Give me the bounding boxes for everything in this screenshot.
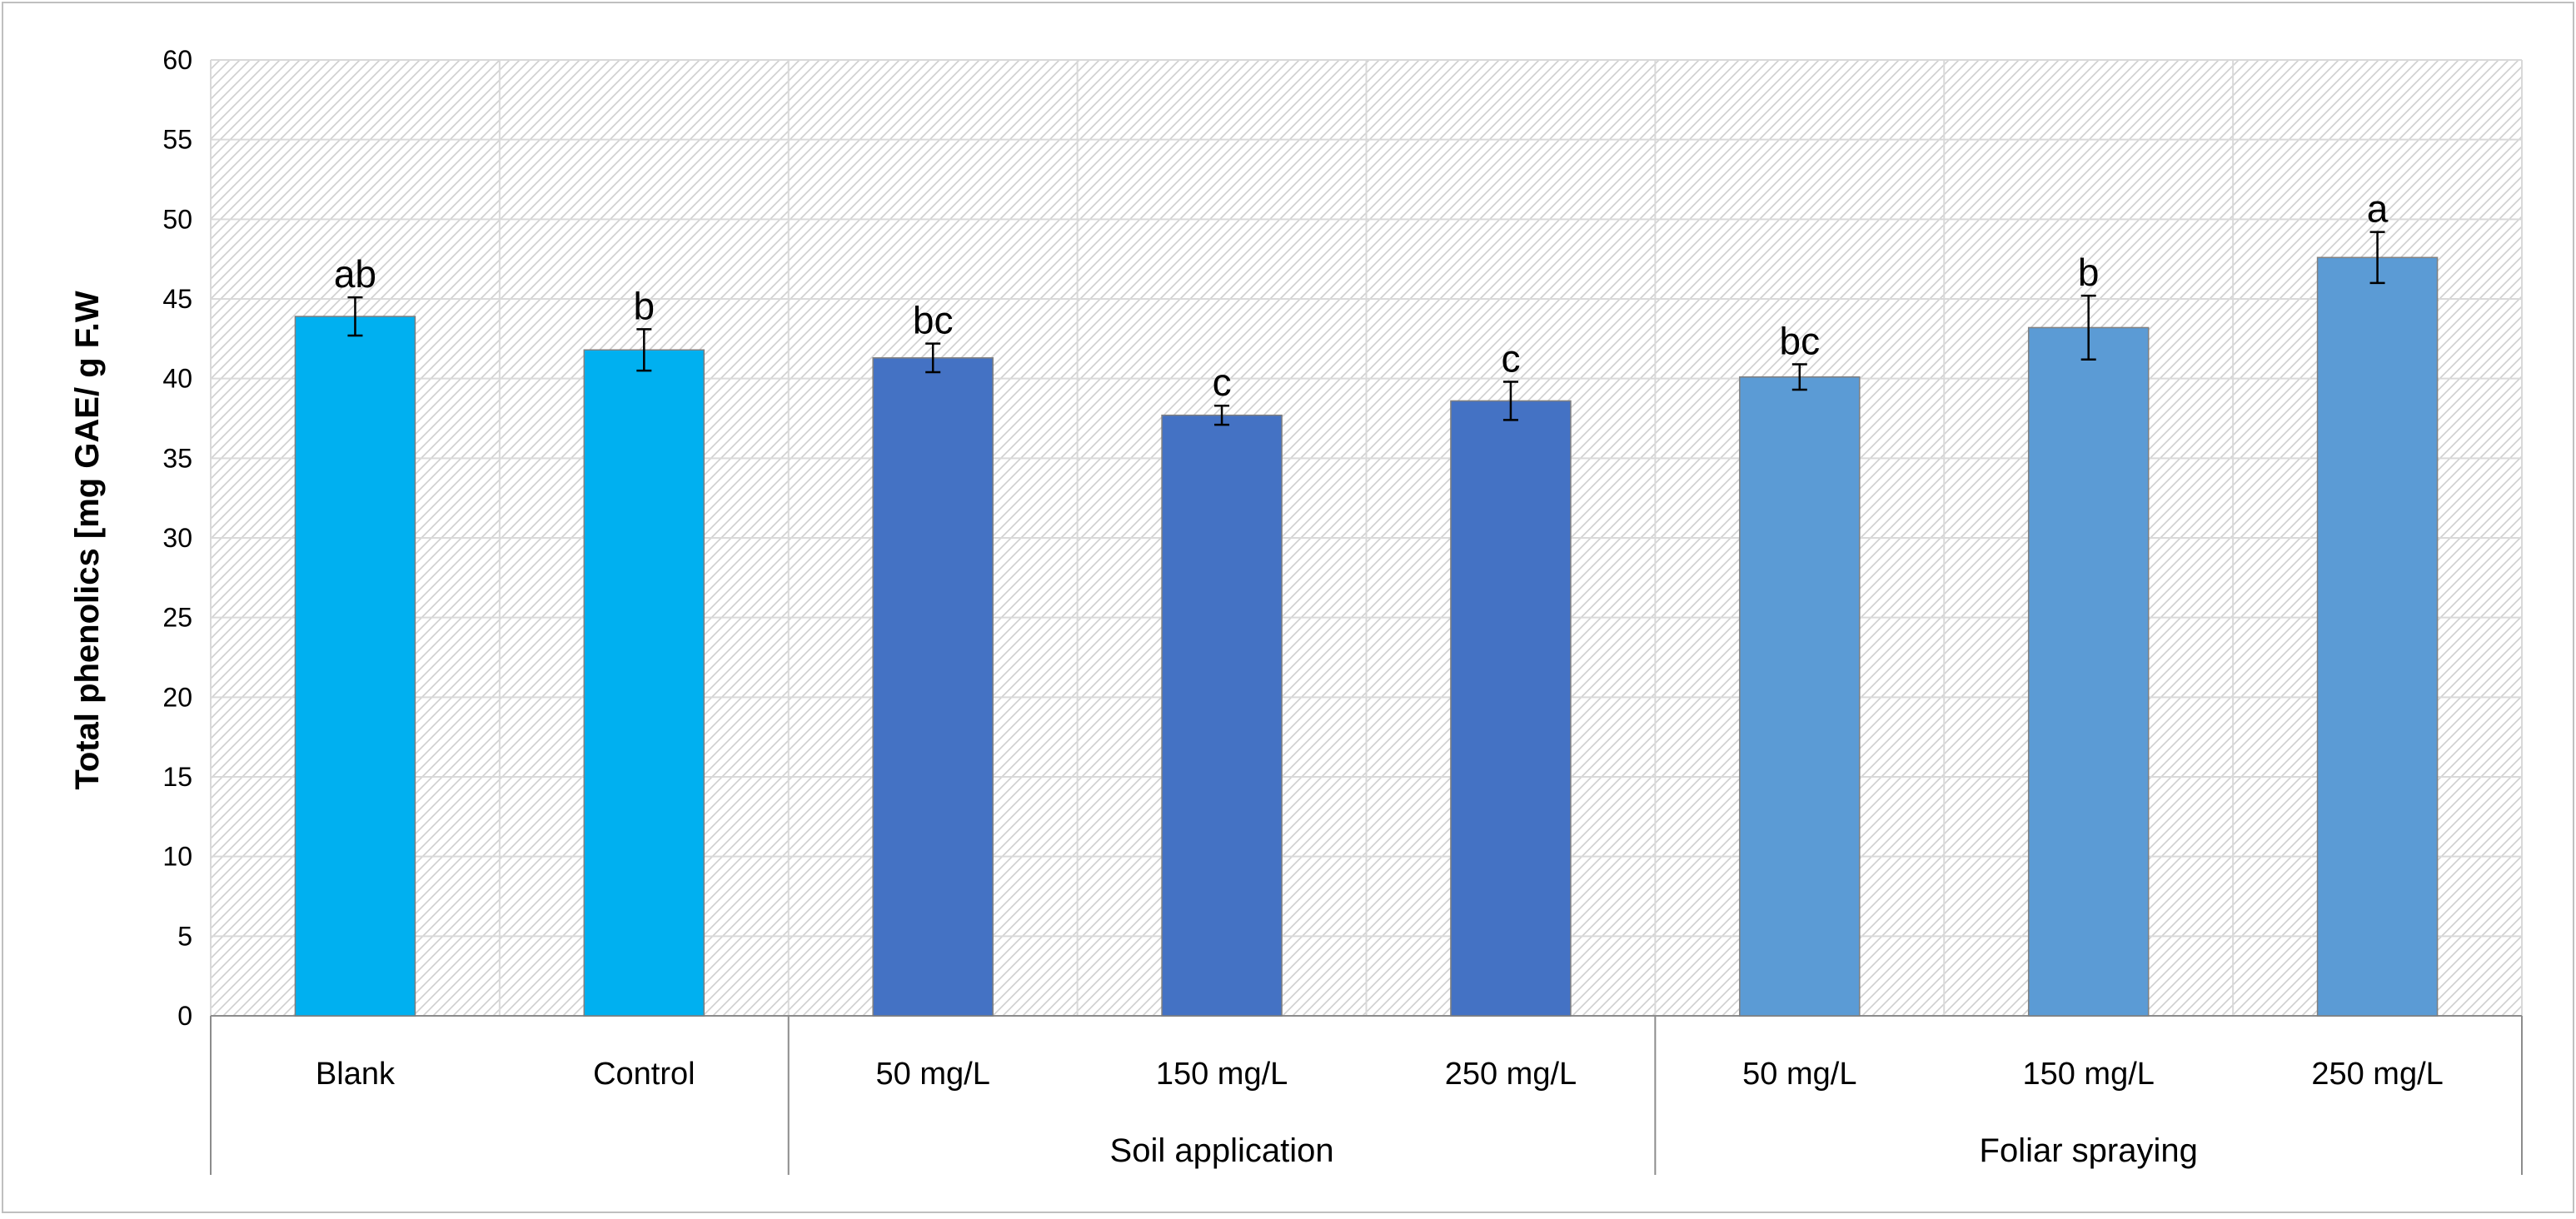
y-tick-label: 60: [162, 45, 192, 75]
bar: [583, 349, 705, 1017]
bar: [1450, 400, 1572, 1017]
x-tick-label: 250 mg/L: [2311, 1057, 2443, 1092]
x-tick-label: 250 mg/L: [1445, 1057, 1577, 1092]
significance-label: ab: [334, 252, 376, 296]
y-tick-label: 0: [177, 1001, 192, 1031]
y-tick-label: 30: [162, 523, 192, 553]
x-tick-label: 150 mg/L: [2022, 1057, 2154, 1092]
y-tick-label: 40: [162, 364, 192, 394]
y-tick-label: 25: [162, 603, 192, 633]
bar: [1739, 376, 1861, 1017]
y-tick-label: 35: [162, 443, 192, 473]
y-tick-label: 55: [162, 125, 192, 155]
bar: [294, 316, 416, 1017]
bar: [1161, 414, 1283, 1017]
group-label: Foliar spraying: [1980, 1132, 2198, 1169]
bar: [2316, 256, 2439, 1017]
y-tick-label: 5: [177, 921, 192, 951]
significance-label: a: [2367, 187, 2389, 231]
bar: [2027, 326, 2150, 1017]
y-tick-label: 50: [162, 204, 192, 234]
x-tick-label: Control: [593, 1057, 695, 1092]
group-label: Soil application: [1110, 1132, 1334, 1169]
y-tick-label: 10: [162, 842, 192, 872]
significance-label: bc: [913, 299, 954, 342]
y-tick-label: 20: [162, 682, 192, 712]
significance-label: b: [2078, 251, 2100, 294]
y-axis-title: Total phenolics [mg GAE/ g F.W: [69, 291, 106, 790]
y-tick-label: 45: [162, 284, 192, 314]
significance-label: b: [634, 284, 655, 327]
y-tick-label: 15: [162, 762, 192, 792]
x-tick-label: 50 mg/L: [1742, 1057, 1856, 1092]
x-tick-label: 150 mg/L: [1156, 1057, 1288, 1092]
significance-label: c: [1501, 336, 1520, 380]
x-tick-label: Blank: [316, 1057, 396, 1092]
significance-label: c: [1213, 361, 1232, 404]
x-tick-label: 50 mg/L: [876, 1057, 990, 1092]
bar: [872, 357, 994, 1017]
significance-label: bc: [1780, 319, 1821, 362]
